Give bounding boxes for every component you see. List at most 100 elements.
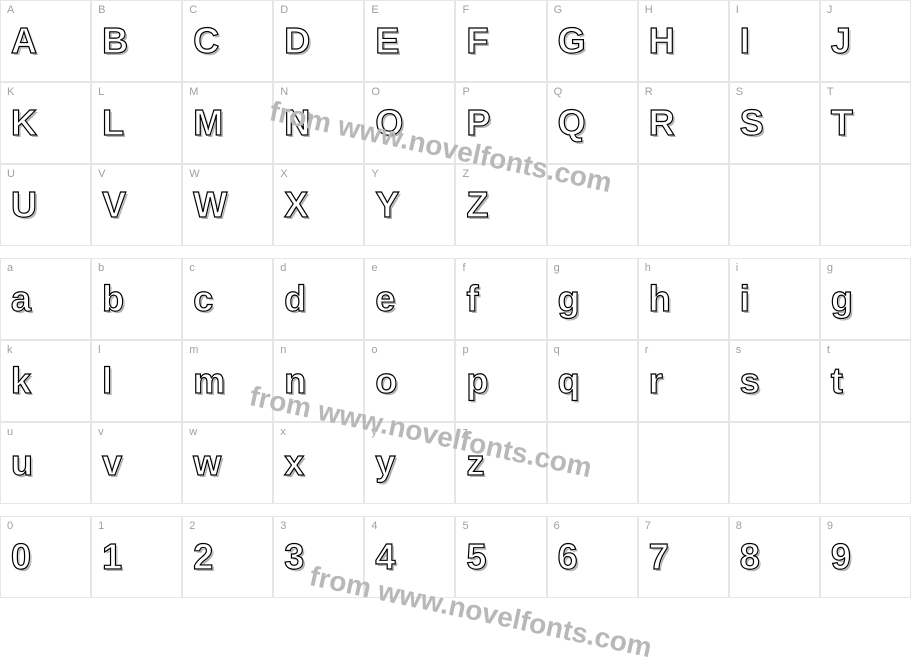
glyph-label: y: [371, 426, 377, 438]
glyph: y: [375, 445, 454, 481]
glyph: D: [284, 23, 363, 59]
glyph: I: [740, 23, 819, 59]
glyph: s: [740, 363, 819, 399]
glyph: S: [740, 105, 819, 141]
glyph-cell-empty: [729, 164, 820, 246]
glyph-cell: 11: [91, 516, 182, 598]
glyph-label: e: [371, 262, 377, 274]
glyph: 7: [649, 539, 728, 575]
glyph: m: [193, 363, 272, 399]
glyph-cell: 99: [820, 516, 911, 598]
glyph-cell: CC: [182, 0, 273, 82]
glyph-cell: xx: [273, 422, 364, 504]
glyph-label: w: [189, 426, 197, 438]
glyph-cell: II: [729, 0, 820, 82]
glyph-cell: cc: [182, 258, 273, 340]
glyph-cell: kk: [0, 340, 91, 422]
glyph-cell: VV: [91, 164, 182, 246]
glyph-label: t: [827, 344, 830, 356]
glyph: 3: [284, 539, 363, 575]
glyph: 8: [740, 539, 819, 575]
glyph-label: g: [554, 262, 560, 274]
glyph: 2: [193, 539, 272, 575]
glyph-label: O: [371, 86, 380, 98]
glyph: i: [740, 281, 819, 317]
glyph-label: g: [827, 262, 833, 274]
glyph: X: [284, 187, 363, 223]
glyph-label: S: [736, 86, 743, 98]
glyph-cell: NN: [273, 82, 364, 164]
glyph-label: X: [280, 168, 287, 180]
glyph-cell: UU: [0, 164, 91, 246]
glyph-label: R: [645, 86, 653, 98]
glyph-cell: bb: [91, 258, 182, 340]
glyph-label: u: [7, 426, 13, 438]
glyph-cell: ZZ: [455, 164, 546, 246]
glyph: k: [11, 363, 90, 399]
glyph: n: [284, 363, 363, 399]
glyph: 5: [466, 539, 545, 575]
glyph-label: I: [736, 4, 739, 16]
glyph-cell: 22: [182, 516, 273, 598]
glyph: L: [102, 105, 181, 141]
glyph: R: [649, 105, 728, 141]
glyph: e: [375, 281, 454, 317]
glyph-cell: GG: [547, 0, 638, 82]
glyph-label: c: [189, 262, 195, 274]
glyph-cell: aa: [0, 258, 91, 340]
glyph-label: G: [554, 4, 563, 16]
glyph-label: N: [280, 86, 288, 98]
glyph-label: o: [371, 344, 377, 356]
glyph-label: r: [645, 344, 649, 356]
glyph-label: B: [98, 4, 105, 16]
glyph-label: s: [736, 344, 742, 356]
glyph-cell: ff: [455, 258, 546, 340]
glyph: 4: [375, 539, 454, 575]
glyph-cell: uu: [0, 422, 91, 504]
glyph: f: [466, 281, 545, 317]
glyph-label: l: [98, 344, 100, 356]
glyph-label: h: [645, 262, 651, 274]
glyph: c: [193, 281, 272, 317]
glyph-label: a: [7, 262, 13, 274]
glyph-label: b: [98, 262, 104, 274]
glyph-cell-empty: [547, 164, 638, 246]
glyph-cell: zz: [455, 422, 546, 504]
glyph-cell-empty: [638, 422, 729, 504]
glyph-label: A: [7, 4, 14, 16]
glyph-cell-empty: [820, 164, 911, 246]
glyph: T: [831, 105, 910, 141]
glyph: 1: [102, 539, 181, 575]
glyph: r: [649, 363, 728, 399]
glyph-cell: FF: [455, 0, 546, 82]
glyph: Y: [375, 187, 454, 223]
glyph-label: 9: [827, 520, 833, 532]
glyph-cell: 33: [273, 516, 364, 598]
glyph-cell: MM: [182, 82, 273, 164]
glyph: G: [558, 23, 637, 59]
glyph: 0: [11, 539, 90, 575]
glyph-cell: KK: [0, 82, 91, 164]
glyph-label: F: [462, 4, 469, 16]
glyph-cell: DD: [273, 0, 364, 82]
glyph: p: [466, 363, 545, 399]
glyph-cell: ee: [364, 258, 455, 340]
glyph: x: [284, 445, 363, 481]
glyph-cell: pp: [455, 340, 546, 422]
glyph-cell: dd: [273, 258, 364, 340]
glyph-label: D: [280, 4, 288, 16]
glyph-label: 0: [7, 520, 13, 532]
glyph-cell: EE: [364, 0, 455, 82]
glyph-cell: tt: [820, 340, 911, 422]
glyph-label: T: [827, 86, 834, 98]
glyph-label: 7: [645, 520, 651, 532]
glyph-cell: ll: [91, 340, 182, 422]
glyph-cell: 55: [455, 516, 546, 598]
glyph-cell: YY: [364, 164, 455, 246]
glyph-cell: gg: [547, 258, 638, 340]
glyph-cell: qq: [547, 340, 638, 422]
glyph-cell-empty: [820, 422, 911, 504]
glyph-cell: gg: [820, 258, 911, 340]
row-gap: [0, 504, 911, 516]
glyph-cell-empty: [547, 422, 638, 504]
